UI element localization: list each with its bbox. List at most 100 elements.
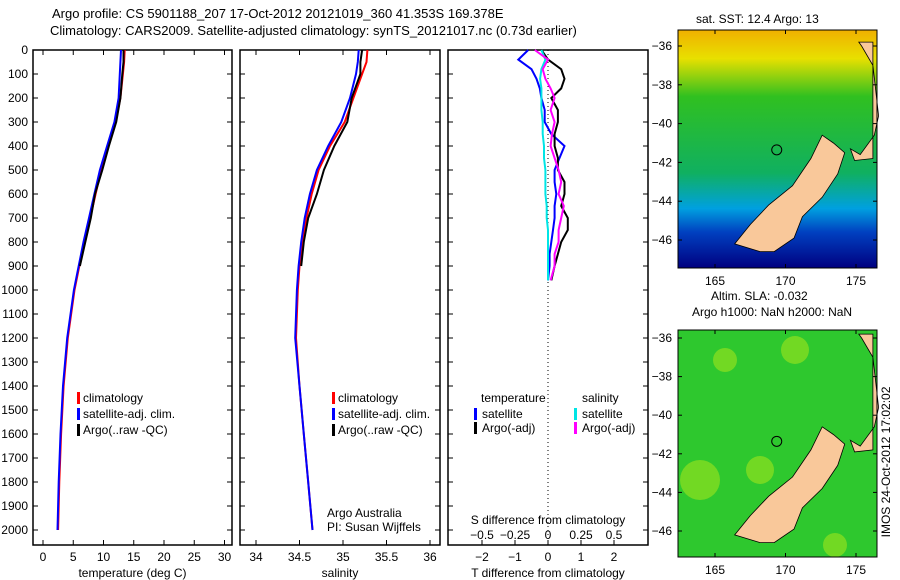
x-tick-label: 34.5 [288, 550, 312, 564]
depth-tick-label: 1400 [1, 379, 28, 393]
x-axis-label: temperature (deg C) [78, 566, 186, 580]
legend-swatch [332, 408, 335, 420]
legend-label: satellite [482, 407, 523, 421]
series-argo-line [300, 49, 364, 267]
sst-map-title: sat. SST: 12.4 Argo: 13 [696, 12, 819, 26]
panel-frame-2 [239, 49, 441, 546]
x-tick-label: 5 [70, 550, 77, 564]
depth-tick-label: 1600 [1, 427, 28, 441]
depth-tick-label: 800 [8, 235, 28, 249]
x-tick-label: 15 [127, 550, 141, 564]
lat-tick-label: −42 [652, 447, 673, 461]
imos-timestamp: IMOS 24-Oct-2012 17:02:02 [879, 386, 893, 538]
x-tick-label: 35 [336, 550, 350, 564]
depth-tick-label: 1800 [1, 475, 28, 489]
legend-swatch [332, 424, 335, 436]
series-s-argo-line [534, 49, 565, 281]
lat-tick-label: −44 [652, 485, 673, 499]
depth-tick-label: 300 [8, 115, 28, 129]
lon-tick-label: 175 [846, 274, 866, 288]
legend-label: satellite-adj. clim. [83, 407, 175, 421]
x-axis-label: T difference from climatology [471, 566, 625, 580]
depth-tick-label: 1900 [1, 499, 28, 513]
lon-tick-label: 170 [775, 274, 795, 288]
legend-label: satellite [582, 407, 623, 421]
legend-swatch [77, 408, 80, 420]
lat-tick-label: −36 [652, 39, 673, 53]
lat-tick-label: −36 [652, 331, 673, 345]
depth-tick-label: 700 [8, 211, 28, 225]
legend-swatch [474, 408, 477, 420]
legend-label: Argo(-adj) [582, 421, 635, 435]
x-tick-label: 0 [40, 550, 47, 564]
legend-label: Argo(..raw -QC) [83, 423, 168, 437]
x-tick-label: 20 [157, 550, 171, 564]
title-line-2: Climatology: CARS2009. Satellite-adjuste… [50, 23, 577, 38]
title-line-1: Argo profile: CS 5901188_207 17-Oct-2012… [52, 6, 504, 21]
depth-tick-label: 1300 [1, 355, 28, 369]
series-satellite-line [56, 49, 122, 531]
x-tick-label: 34 [249, 550, 263, 564]
legend-label: climatology [83, 391, 143, 405]
lat-tick-label: −42 [652, 155, 673, 169]
lat-tick-label: −46 [652, 233, 673, 247]
lon-tick-label: 175 [846, 563, 866, 577]
legend-swatch [574, 422, 577, 434]
legend-label: satellite-adj. clim. [338, 407, 430, 421]
argo-position-marker [771, 435, 783, 447]
legend-header-temperature: temperature [481, 391, 546, 405]
x2-tick-label: −0.5 [470, 528, 494, 542]
depth-tick-label: 0 [21, 43, 28, 57]
series-satellite-line [294, 49, 360, 531]
lat-tick-label: −40 [652, 408, 673, 422]
lon-tick-label: 170 [775, 563, 795, 577]
legend-swatch [332, 392, 335, 404]
south-island-land [734, 426, 846, 543]
legend-swatch [474, 422, 477, 434]
sst-map [677, 29, 880, 269]
series-argo-line [78, 50, 125, 267]
series-s-satellite-line [539, 49, 549, 281]
depth-tick-label: 1500 [1, 403, 28, 417]
x-axis-label: salinity [322, 566, 359, 580]
series-t-argo-line [540, 49, 569, 281]
depth-tick-label: 1200 [1, 331, 28, 345]
legend-label: Argo(..raw -QC) [338, 423, 423, 437]
north-island-land [849, 333, 880, 453]
depth-tick-label: 200 [8, 91, 28, 105]
sla-anomaly-patch [823, 533, 847, 557]
north-island-land [849, 41, 880, 161]
depth-tick-label: 500 [8, 163, 28, 177]
series-t-satellite-line [516, 49, 566, 281]
sla-map-title: Altim. SLA: -0.032 [711, 289, 808, 303]
x-tick-label: 10 [97, 550, 111, 564]
depth-tick-label: 900 [8, 259, 28, 273]
map-frame [677, 29, 878, 269]
argo-position-marker [771, 144, 783, 156]
legend-swatch [77, 392, 80, 404]
legend-swatch [77, 424, 80, 436]
lat-tick-label: −38 [652, 78, 673, 92]
x-tick-label: 30 [218, 550, 232, 564]
legend-label: Argo(-adj) [482, 421, 535, 435]
x-tick-label: 35.5 [375, 550, 399, 564]
depth-tick-label: 1700 [1, 451, 28, 465]
lat-tick-label: −40 [652, 117, 673, 131]
x2-tick-label: 0.5 [606, 528, 623, 542]
sla-anomaly-patch [713, 348, 737, 372]
x2-tick-label: −0.25 [500, 528, 531, 542]
x-tick-label: −2 [475, 550, 489, 564]
sla-anomaly-patch [746, 456, 774, 484]
map-frame [677, 329, 878, 558]
lon-tick-label: 165 [705, 563, 725, 577]
depth-tick-label: 1000 [1, 283, 28, 297]
lat-tick-label: −38 [652, 370, 673, 384]
legend-header-salinity: salinity [582, 391, 619, 405]
annotation-line-2: PI: Susan Wijffels [327, 520, 421, 534]
x-tick-label: 36 [423, 550, 437, 564]
depth-tick-label: 1100 [2, 307, 28, 321]
x-tick-label: 1 [578, 550, 585, 564]
x-tick-label: 2 [611, 550, 618, 564]
depth-tick-label: 100 [8, 67, 28, 81]
